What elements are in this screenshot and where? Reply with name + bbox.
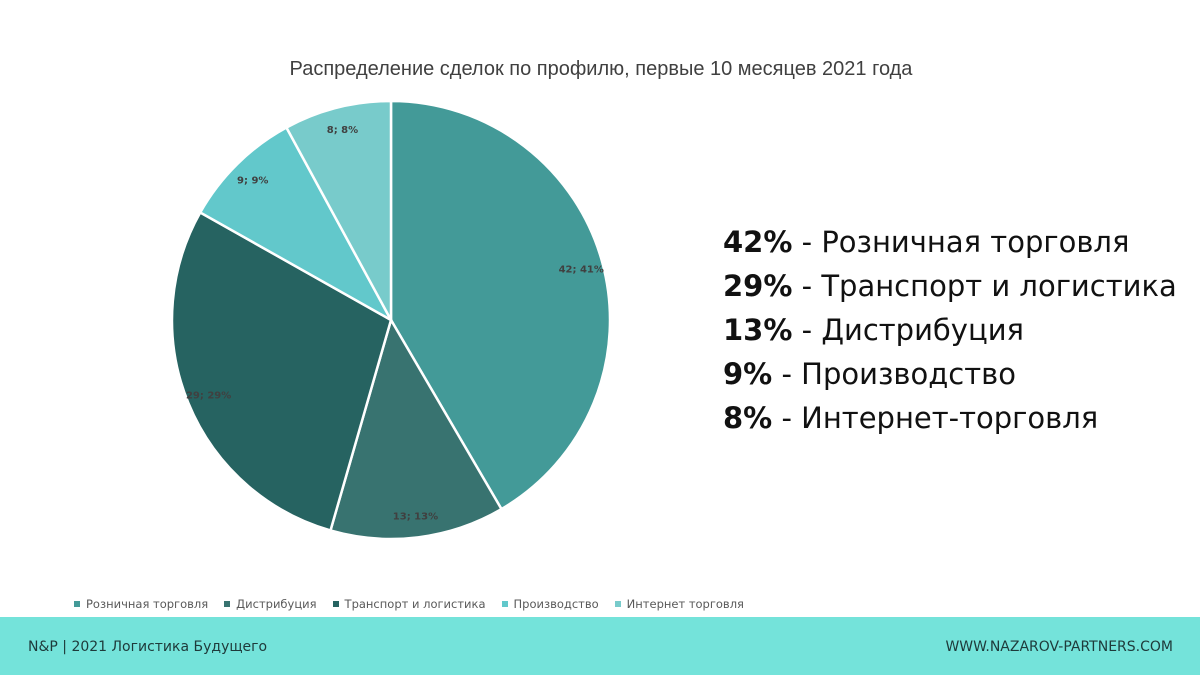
legend-swatch	[614, 601, 621, 607]
legend-label: Интернет торговля	[626, 597, 744, 611]
legend-item: Розничная торговля	[74, 597, 208, 611]
pie-slice	[284, 99, 393, 321]
summary-percent: 13%	[723, 313, 793, 347]
legend-swatch	[332, 601, 339, 607]
summary-percent: 8%	[723, 401, 773, 435]
chart-legend: Розничная торговля Дистрибуция Транспорт…	[74, 597, 760, 611]
summary-label: - Розничная торговля	[792, 225, 1130, 259]
summary-row: 42% - Розничная торговля	[723, 222, 1177, 266]
legend-label: Розничная торговля	[86, 597, 209, 611]
summary-row: 13% - Дистрибуция	[723, 310, 1177, 354]
legend-swatch	[74, 601, 80, 607]
legend-label: Транспорт и логистика	[344, 597, 486, 611]
legend-swatch	[224, 601, 231, 607]
legend-label: Дистрибуция	[236, 597, 317, 611]
footer-brand: N&P | 2021 Логистика Будущего	[28, 639, 268, 655]
summary-label: - Дистрибуция	[792, 313, 1024, 347]
summary-percent: 9%	[723, 357, 773, 391]
summary-row: 9% - Производство	[723, 354, 1177, 398]
summary-row: 8% - Интернет-торговля	[723, 398, 1177, 442]
pie-slice	[328, 316, 504, 541]
summary-percent: 42%	[723, 225, 793, 259]
summary-row: 29% - Транспорт и логистика	[723, 266, 1177, 310]
pie-slice	[198, 125, 395, 324]
legend-item: Дистрибуция	[224, 597, 317, 611]
legend-swatch	[501, 601, 508, 607]
summary-percent: 29%	[723, 269, 793, 303]
slice-data-label: 9; 9%	[237, 176, 268, 187]
slice-data-label: 8; 8%	[327, 125, 358, 136]
summary-list: 42% - Розничная торговля 29% - Транспорт…	[723, 222, 1177, 442]
legend-label: Производство	[513, 597, 599, 611]
footer-bar: N&P | 2021 Логистика Будущего WWW.NAZARO…	[0, 617, 1200, 675]
pie-chart: 42; 41% 13; 13% 29; 29% 9; 9% 8; 8%	[170, 99, 612, 541]
slice-data-label: 29; 29%	[186, 391, 231, 402]
chart-title: Распределение сделок по профилю, первые …	[289, 58, 913, 80]
summary-label: - Производство	[772, 357, 1016, 391]
pie-slice	[389, 99, 612, 511]
summary-label: - Интернет-торговля	[772, 401, 1099, 435]
slice-data-label: 13; 13%	[393, 512, 438, 523]
slice-data-label: 42; 41%	[559, 264, 604, 275]
legend-item: Производство	[501, 597, 599, 611]
legend-item: Транспорт и логистика	[332, 597, 486, 611]
footer-website-link[interactable]: WWW.NAZAROV-PARTNERS.COM	[945, 639, 1173, 655]
summary-label: - Транспорт и логистика	[792, 269, 1177, 303]
legend-item: Интернет торговля	[614, 597, 744, 611]
pie-slice	[170, 210, 393, 533]
